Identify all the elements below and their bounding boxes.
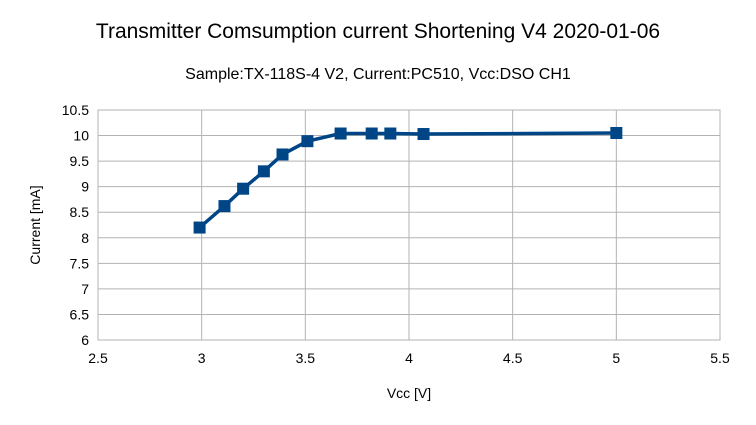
data-point	[276, 148, 289, 161]
x-tick-label: 3.5	[296, 350, 316, 366]
y-tick-label: 10	[73, 128, 89, 144]
y-tick-label: 8.5	[70, 204, 90, 220]
data-point	[193, 221, 206, 234]
chart-subtitle: Sample:TX-118S-4 V2, Current:PC510, Vcc:…	[185, 66, 571, 83]
x-tick-label: 5	[612, 350, 620, 366]
y-tick-label: 10.5	[62, 102, 89, 118]
data-point	[610, 127, 623, 139]
data-point	[365, 127, 378, 140]
y-tick-label: 9	[81, 179, 89, 195]
y-axis-title: Current [mA]	[27, 185, 43, 264]
data-point	[257, 165, 270, 178]
y-tick-label: 7.5	[70, 255, 90, 271]
y-tick-label: 9.5	[70, 153, 90, 169]
x-tick-label: 5.5	[710, 350, 730, 366]
chart-title: Transmitter Comsumption current Shorteni…	[95, 20, 661, 43]
y-tick-label: 6.5	[70, 306, 90, 322]
series-layer	[193, 127, 623, 234]
data-point	[384, 127, 397, 140]
data-point	[334, 127, 347, 140]
x-tick-label: 3	[198, 350, 206, 366]
grid	[97, 109, 721, 341]
x-axis-title: Vcc [V]	[387, 385, 431, 401]
data-point	[218, 200, 231, 213]
x-tick-label: 4.5	[503, 350, 523, 366]
data-point	[237, 182, 250, 195]
plot-frame	[97, 109, 721, 341]
data-point	[301, 135, 314, 148]
data-point	[417, 128, 430, 141]
y-tick-label: 6	[81, 332, 89, 348]
x-tick-label: 4	[405, 350, 413, 366]
x-tick-label: 2.5	[88, 350, 108, 366]
tick-labels: 2.5 3 3.5 4 4.5 5 5.5 6 6.5 7 7.5 8 8.5 9 9.5 10 10.5	[62, 102, 730, 366]
y-tick-label: 7	[81, 281, 89, 297]
y-tick-label: 8	[81, 230, 89, 246]
series-line	[197, 131, 619, 230]
